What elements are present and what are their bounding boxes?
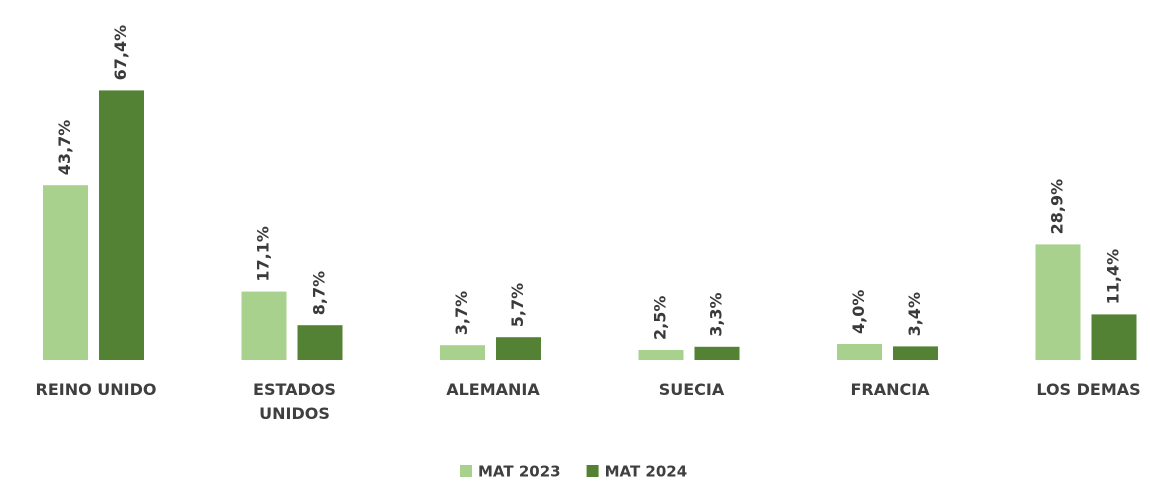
x-tick-label: LOS DEMAS [1036, 380, 1141, 399]
x-tick-label: SUECIA [658, 380, 725, 399]
bar [99, 90, 144, 361]
data-label: 2,5% [651, 296, 670, 340]
data-label: 28,9% [1048, 179, 1067, 235]
bar [297, 325, 343, 360]
legend-label: MAT 2023 [478, 463, 561, 481]
bar [1091, 314, 1137, 360]
data-label: 8,7% [310, 271, 329, 315]
x-tick-label: ESTADOS UNIDOS [253, 380, 336, 423]
legend-swatch [460, 465, 472, 477]
bar [496, 337, 541, 360]
x-tick-label: REINO UNIDO [35, 380, 157, 399]
x-tick-label: ALEMANIA [446, 380, 540, 399]
data-label: 43,7% [55, 120, 74, 176]
data-label: 17,1% [254, 226, 273, 282]
bar [893, 346, 938, 360]
bar [241, 291, 287, 360]
legend-swatch [586, 465, 599, 477]
bar [638, 350, 684, 360]
bar [694, 346, 740, 360]
data-label: 5,7% [508, 283, 527, 327]
data-label: 4,0% [849, 290, 868, 334]
bar [43, 185, 88, 360]
bar [1035, 244, 1081, 360]
data-label: 3,7% [452, 291, 471, 335]
data-label: 3,4% [905, 292, 924, 336]
data-label: 11,4% [1104, 249, 1123, 305]
bar [440, 345, 485, 360]
x-tick-label: FRANCIA [850, 380, 930, 399]
legend-label: MAT 2024 [605, 463, 688, 481]
data-label: 3,3% [707, 292, 726, 336]
data-label: 67,4% [111, 25, 130, 81]
bar [837, 344, 882, 360]
